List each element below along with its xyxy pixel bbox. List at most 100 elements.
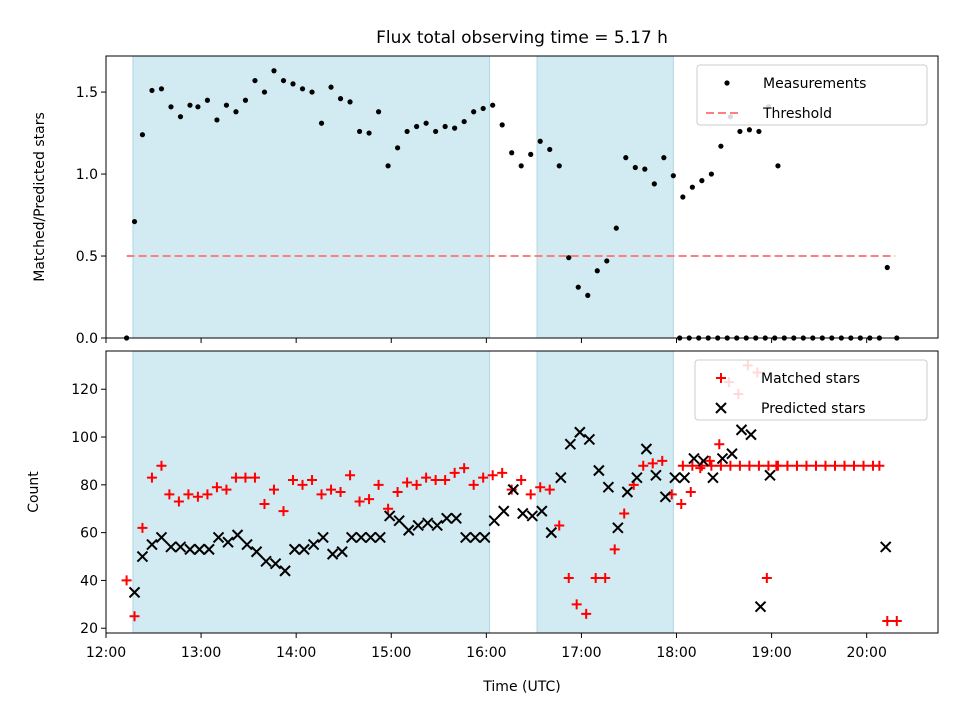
y-tick-label: 60 [80,526,98,542]
data-point [336,546,348,558]
data-point [149,87,155,94]
data-point [131,218,138,225]
data-point [688,452,700,465]
data-point [299,86,306,92]
data-point [642,166,648,172]
data-point [392,487,403,497]
data-point [375,109,382,115]
top-panel: 0.0 0.5 1.0 1.5 Matched/Predicted stars Measu… [32,55,939,347]
data-point [604,258,610,264]
data-point [242,97,249,103]
data-point [223,102,230,108]
data-point [563,573,574,584]
data-point [849,460,860,471]
data-point [450,512,462,524]
data-point [725,460,736,471]
plot-frame [105,55,939,339]
data-point [478,472,489,483]
data-point [459,463,470,474]
data-point [609,544,620,555]
data-point [594,268,600,274]
data-point [203,543,215,556]
data-point [214,117,220,123]
data-point [537,138,543,144]
data-point [820,460,831,471]
data-point [879,541,892,553]
data-point [290,81,296,87]
y-tick-label: 40 [80,573,98,589]
data-point [355,531,367,544]
data-point [613,225,619,231]
data-point [269,557,282,570]
data-point [136,550,149,563]
data-point [884,264,890,271]
data-point [183,489,194,500]
data-point [316,489,327,500]
data-point [651,181,657,187]
data-point [345,470,356,481]
data-point [547,146,553,153]
data-point [309,89,315,95]
data-point [707,471,719,484]
y-axis-label: Count [26,471,42,513]
data-point [650,469,662,481]
data-point [211,482,222,493]
data-point [571,599,582,610]
data-point [460,531,472,544]
data-point [164,489,175,500]
data-point [452,125,458,131]
data-point [385,163,391,169]
data-point [753,460,764,471]
data-point [554,520,565,531]
data-point [252,77,258,84]
data-point [430,475,441,486]
data-point [801,460,812,471]
data-point [490,102,496,108]
data-point [761,573,772,584]
data-point [839,460,850,471]
data-point [669,471,681,484]
data-point [402,524,415,536]
data-point [555,471,567,484]
data-point [612,522,624,534]
x-tick-label: 19:00 [751,645,791,661]
data-point [202,489,213,500]
data-point [335,487,346,497]
x-tick-label: 12:00 [86,645,126,661]
y-tick-label: 0.0 [76,331,98,347]
data-point [260,555,272,568]
data-point [689,184,695,190]
x-tick-label: 17:00 [561,645,601,661]
data-point [374,531,386,544]
data-point [697,455,710,467]
data-point [423,120,429,126]
data-point [678,471,691,484]
chart-title: Flux total observing time = 5.17 h [376,28,668,48]
data-point [468,479,479,490]
data-point [155,531,168,544]
data-point [280,77,287,84]
data-point [414,123,420,130]
x-tick-label: 16:00 [466,645,506,661]
data-point [288,543,301,556]
y-axis-label: Matched/Predicted stars [32,112,48,282]
data-point [449,467,460,478]
data-point [212,531,225,544]
data-point [231,529,244,541]
data-point [261,89,268,95]
data-point [221,484,232,495]
data-point [680,194,686,200]
y-tick-label: 0.5 [76,249,98,265]
data-point [139,132,146,138]
data-point [271,68,277,74]
legend-label: Predicted stars [761,401,866,417]
data-point [498,505,510,517]
data-point [676,498,687,509]
data-point [775,163,781,169]
data-point [737,128,743,135]
data-point [177,114,184,120]
data-point [168,104,174,110]
data-point [602,481,615,493]
data-point [754,601,767,613]
